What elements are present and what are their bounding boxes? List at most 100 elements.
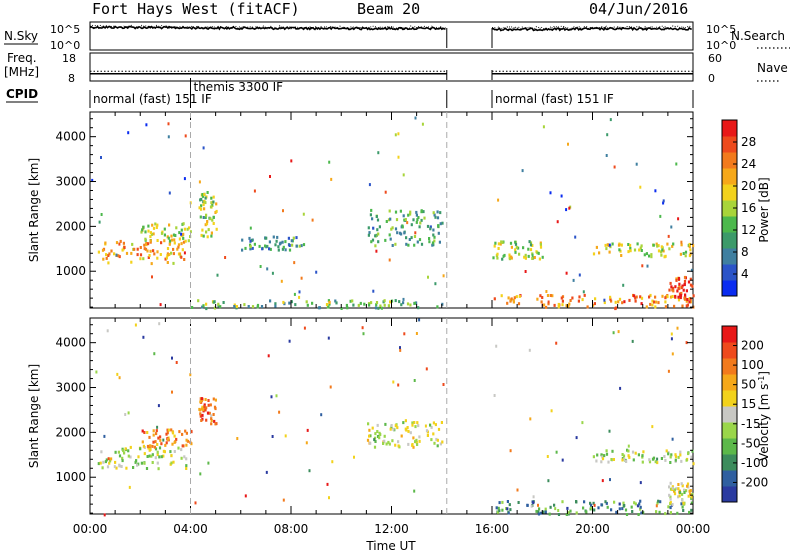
power-cell bbox=[513, 296, 516, 300]
velocity-cell bbox=[582, 506, 585, 510]
velocity-ylabel: Slant Range [km] bbox=[27, 364, 41, 468]
power-sparse-cell bbox=[216, 273, 219, 277]
power-cell bbox=[614, 300, 617, 304]
power-sparse-cell bbox=[183, 251, 186, 255]
power-cell bbox=[166, 261, 169, 264]
power-cell bbox=[387, 304, 390, 308]
velocity-cell bbox=[669, 506, 672, 510]
velocity-cell bbox=[137, 462, 140, 466]
velocity-cell bbox=[657, 499, 660, 503]
power-cell bbox=[295, 236, 298, 240]
power-cell bbox=[207, 228, 210, 232]
power-sparse-cell bbox=[127, 131, 130, 135]
power-cell bbox=[633, 248, 637, 252]
power-cell bbox=[604, 243, 607, 247]
power-sparse-cell bbox=[406, 221, 409, 225]
power-cell bbox=[433, 239, 436, 243]
power-cell bbox=[577, 299, 580, 303]
velocity-cell bbox=[656, 461, 659, 465]
power-cell bbox=[417, 216, 420, 219]
velocity-cell bbox=[631, 510, 634, 513]
power-sparse-cell bbox=[253, 189, 256, 193]
velocity-cell bbox=[152, 440, 155, 444]
power-cell bbox=[139, 253, 143, 257]
power-cell bbox=[420, 242, 424, 246]
power-cell bbox=[144, 237, 147, 241]
power-cell bbox=[617, 243, 621, 247]
velocity-cell bbox=[605, 449, 608, 453]
power-cell bbox=[142, 257, 145, 261]
power-cell bbox=[561, 299, 564, 303]
power-cell bbox=[215, 209, 218, 213]
velocity-cell bbox=[165, 432, 168, 436]
power-cell bbox=[182, 236, 185, 240]
power-cell bbox=[390, 227, 393, 231]
power-cell bbox=[168, 241, 172, 245]
velocity-sparse-cell bbox=[265, 470, 268, 474]
power-cell bbox=[398, 300, 401, 304]
power-cell bbox=[391, 244, 394, 247]
power-cell bbox=[515, 245, 518, 249]
power-sparse-cell bbox=[565, 208, 568, 212]
power-cell bbox=[649, 293, 652, 297]
velocity-sparse-cell bbox=[399, 348, 402, 352]
power-cell bbox=[541, 255, 544, 259]
power-cell bbox=[212, 222, 215, 225]
power-cell bbox=[682, 288, 685, 292]
power-cell bbox=[639, 246, 642, 250]
power-sparse-cell bbox=[302, 212, 305, 216]
power-cell bbox=[639, 295, 642, 299]
power-sparse-cell bbox=[259, 265, 262, 268]
velocity-cell bbox=[101, 466, 104, 470]
power-cell bbox=[170, 234, 173, 238]
power-cell bbox=[152, 249, 155, 253]
velocity-cell bbox=[121, 456, 124, 460]
power-cell bbox=[290, 239, 293, 243]
power-cell bbox=[165, 256, 168, 260]
power-cell bbox=[374, 234, 377, 238]
power-cell bbox=[139, 257, 142, 261]
power-cell bbox=[284, 240, 287, 244]
velocity-cell bbox=[673, 492, 677, 496]
velocity-sparse-cell bbox=[619, 386, 622, 390]
power-cell bbox=[249, 247, 252, 251]
velocity-sparse-cell bbox=[156, 425, 159, 429]
power-cell bbox=[370, 240, 373, 244]
velocity-sparse-cell bbox=[651, 425, 654, 429]
power-sparse-cell bbox=[271, 271, 274, 275]
power-cell bbox=[269, 247, 272, 251]
velocity-cell bbox=[681, 498, 684, 502]
velocity-sparse-cell bbox=[118, 376, 121, 380]
power-cell bbox=[609, 245, 612, 249]
power-cell bbox=[403, 231, 406, 235]
power-sparse-cell bbox=[434, 282, 437, 286]
power-cell bbox=[182, 240, 186, 244]
power-cell bbox=[533, 256, 536, 259]
velocity-cell bbox=[178, 430, 181, 434]
velocity-colorbar-label-exponent: -1 bbox=[757, 376, 766, 384]
power-cell bbox=[183, 227, 186, 231]
velocity-cell bbox=[658, 510, 661, 514]
velocity-cell bbox=[123, 451, 126, 455]
velocity-cell bbox=[156, 450, 159, 454]
velocity-cell bbox=[153, 445, 156, 449]
velocity-cell bbox=[627, 449, 630, 453]
velocity-colorbar-tick-label: 50 bbox=[741, 378, 756, 392]
power-cell bbox=[515, 295, 518, 299]
power-cell bbox=[284, 248, 287, 252]
velocity-sparse-cell bbox=[134, 323, 137, 327]
power-cell bbox=[409, 303, 412, 307]
velocity-cell bbox=[641, 454, 644, 458]
power-cell bbox=[681, 284, 684, 288]
power-cell bbox=[172, 261, 175, 265]
noise-series-2-seg-1 bbox=[89, 24, 446, 30]
power-cell bbox=[680, 291, 683, 295]
velocity-sparse-cell bbox=[537, 503, 539, 507]
velocity-sparse-cell bbox=[236, 437, 239, 440]
power-cell bbox=[560, 296, 563, 300]
power-cell bbox=[153, 252, 156, 256]
velocity-cell bbox=[553, 503, 556, 507]
velocity-cell bbox=[185, 443, 188, 447]
velocity-cell bbox=[376, 435, 380, 438]
velocity-cell bbox=[603, 454, 606, 458]
